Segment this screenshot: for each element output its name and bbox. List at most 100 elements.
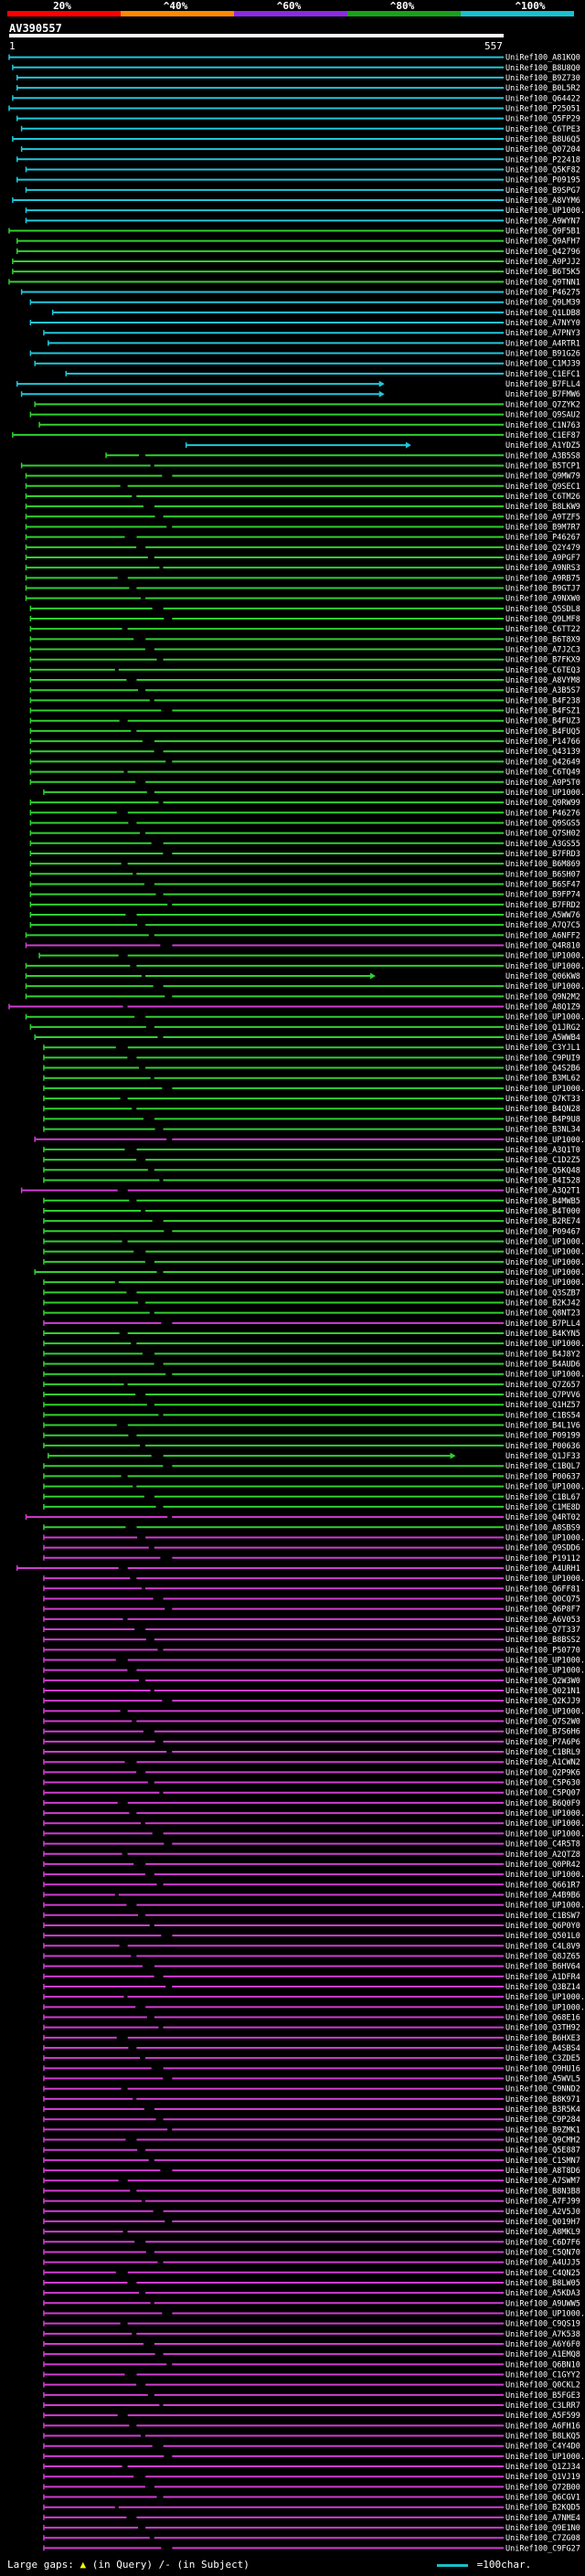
hit-label-39[interactable]: UniRef100_A3B5S8 <box>505 451 580 461</box>
hit-label-72[interactable]: UniRef100_UP1000... <box>505 789 585 798</box>
hit-label-119[interactable]: UniRef100_UP1000... <box>505 1268 585 1277</box>
hit-label-83[interactable]: UniRef100_B7FRD2 <box>505 901 580 910</box>
hit-label-147[interactable]: UniRef100_P19112 <box>505 1554 580 1564</box>
hit-label-33[interactable]: UniRef100_B7FMW6 <box>505 390 580 399</box>
hit-label-232[interactable]: UniRef100_A6FH16 <box>505 2422 580 2431</box>
hit-label-207[interactable]: UniRef100_A8T8D6 <box>505 2167 580 2176</box>
hit-label-176[interactable]: UniRef100_A2QTZ8 <box>505 1850 580 1860</box>
hit-label-196[interactable]: UniRef100_C3ZDE5 <box>505 2054 580 2063</box>
hit-label-223[interactable]: UniRef100_A7K538 <box>505 2330 580 2339</box>
hit-label-97[interactable]: UniRef100_C3YJL1 <box>505 1044 580 1053</box>
hit-label-217[interactable]: UniRef100_C4QN25 <box>505 2269 580 2278</box>
hit-label-46[interactable]: UniRef100_B9M7R7 <box>505 523 580 532</box>
hit-label-23[interactable]: UniRef100_P46275 <box>505 289 580 298</box>
hit-label-168[interactable]: UniRef100_Q2P9K6 <box>505 1768 580 1777</box>
hit-label-125[interactable]: UniRef100_B4KYN5 <box>505 1330 580 1339</box>
hit-label-82[interactable]: UniRef100_B9FP74 <box>505 891 580 900</box>
hit-label-61[interactable]: UniRef100_A8VYM8 <box>505 676 580 685</box>
hit-label-43[interactable]: UniRef100_C6TM26 <box>505 493 580 502</box>
hit-label-209[interactable]: UniRef100_B8N3B8 <box>505 2187 580 2196</box>
hit-label-1[interactable]: UniRef100_B8U8Q0 <box>505 64 580 73</box>
hit-label-228[interactable]: UniRef100_Q0CKL2 <box>505 2381 580 2390</box>
hit-label-158[interactable]: UniRef100_UP1000... <box>505 1667 585 1676</box>
hit-label-170[interactable]: UniRef100_C5PQ07 <box>505 1789 580 1798</box>
hit-label-185[interactable]: UniRef100_C4L8V9 <box>505 1942 580 1951</box>
hit-label-42[interactable]: UniRef100_Q9SEC1 <box>505 482 580 492</box>
hit-label-139[interactable]: UniRef100_P00637 <box>505 1472 580 1481</box>
hit-label-238[interactable]: UniRef100_Q72B00 <box>505 2483 580 2492</box>
hit-label-77[interactable]: UniRef100_A3GS55 <box>505 840 580 849</box>
hit-label-192[interactable]: UniRef100_Q68E16 <box>505 2014 580 2023</box>
hit-label-81[interactable]: UniRef100_B6SF47 <box>505 880 580 889</box>
hit-label-199[interactable]: UniRef100_C9NND2 <box>505 2085 580 2094</box>
hit-label-12[interactable]: UniRef100_P09195 <box>505 176 580 186</box>
hit-label-212[interactable]: UniRef100_Q019H7 <box>505 2218 580 2227</box>
hit-label-75[interactable]: UniRef100_Q9SGS5 <box>505 819 580 828</box>
hit-label-151[interactable]: UniRef100_Q0CQ75 <box>505 1595 580 1604</box>
hit-label-146[interactable]: UniRef100_Q9SDD6 <box>505 1544 580 1553</box>
hit-label-138[interactable]: UniRef100_C1BQL7 <box>505 1462 580 1471</box>
hit-label-180[interactable]: UniRef100_A4B9B6 <box>505 1891 580 1900</box>
hit-label-25[interactable]: UniRef100_Q1LDB8 <box>505 309 580 318</box>
hit-label-153[interactable]: UniRef100_A6V053 <box>505 1616 580 1625</box>
hit-label-89[interactable]: UniRef100_UP1000... <box>505 962 585 971</box>
hit-label-54[interactable]: UniRef100_Q5SDL8 <box>505 605 580 614</box>
hit-label-174[interactable]: UniRef100_UP1000... <box>505 1829 585 1839</box>
hit-label-20[interactable]: UniRef100_A9PJJ2 <box>505 258 580 267</box>
hit-label-120[interactable]: UniRef100_UP1000... <box>505 1278 585 1288</box>
hit-label-198[interactable]: UniRef100_A5WVL5 <box>505 2075 580 2084</box>
hit-label-187[interactable]: UniRef100_B6HV64 <box>505 1963 580 1972</box>
hit-label-52[interactable]: UniRef100_B9GTJ7 <box>505 585 580 594</box>
hit-label-234[interactable]: UniRef100_C4Y4D0 <box>505 2443 580 2452</box>
hit-label-70[interactable]: UniRef100_C6TQ49 <box>505 769 580 778</box>
hit-label-242[interactable]: UniRef100_Q9E1N0 <box>505 2524 580 2533</box>
hit-label-99[interactable]: UniRef100_Q4S2B6 <box>505 1065 580 1074</box>
hit-label-106[interactable]: UniRef100_UP1000... <box>505 1136 585 1145</box>
hit-label-127[interactable]: UniRef100_B4J8Y2 <box>505 1350 580 1359</box>
hit-label-13[interactable]: UniRef100_B9SPG7 <box>505 186 580 196</box>
hit-label-164[interactable]: UniRef100_B7S6H6 <box>505 1728 580 1737</box>
hit-label-128[interactable]: UniRef100_B4AUD6 <box>505 1361 580 1370</box>
hit-label-10[interactable]: UniRef100_P22418 <box>505 155 580 164</box>
hit-label-80[interactable]: UniRef100_B6SH07 <box>505 870 580 879</box>
hit-label-203[interactable]: UniRef100_B9ZMK1 <box>505 2125 580 2135</box>
hit-label-88[interactable]: UniRef100_UP1000... <box>505 952 585 961</box>
hit-label-159[interactable]: UniRef100_Q2W3W0 <box>505 1677 580 1686</box>
hit-label-78[interactable]: UniRef100_B7FRD3 <box>505 850 580 859</box>
hit-label-45[interactable]: UniRef100_A9TZF5 <box>505 513 580 522</box>
hit-label-108[interactable]: UniRef100_C1D2Z5 <box>505 1156 580 1165</box>
hit-label-175[interactable]: UniRef100_C4R5T8 <box>505 1840 580 1850</box>
hit-label-40[interactable]: UniRef100_B5TCP1 <box>505 461 580 471</box>
hit-label-214[interactable]: UniRef100_C6D7F6 <box>505 2238 580 2247</box>
hit-label-16[interactable]: UniRef100_A9WYN7 <box>505 217 580 226</box>
hit-label-66[interactable]: UniRef100_B4FUQ5 <box>505 727 580 737</box>
hit-label-136[interactable]: UniRef100_P00636 <box>505 1442 580 1451</box>
hit-label-183[interactable]: UniRef100_Q6P0Y0 <box>505 1922 580 1931</box>
hit-label-240[interactable]: UniRef100_B2KQD5 <box>505 2504 580 2513</box>
hit-label-90[interactable]: UniRef100_Q06KW8 <box>505 972 580 981</box>
hit-label-59[interactable]: UniRef100_B7FKX9 <box>505 656 580 665</box>
hit-label-155[interactable]: UniRef100_B8BSS2 <box>505 1636 580 1645</box>
hit-label-35[interactable]: UniRef100_Q9SAU2 <box>505 411 580 420</box>
hit-label-189[interactable]: UniRef100_Q3BZ14 <box>505 1983 580 1992</box>
hit-label-157[interactable]: UniRef100_UP1000... <box>505 1657 585 1666</box>
hit-label-34[interactable]: UniRef100_Q7ZYK2 <box>505 400 580 409</box>
hit-label-0[interactable]: UniRef100_A81KQ0 <box>505 54 580 63</box>
hit-label-188[interactable]: UniRef100_A1DFR4 <box>505 1973 580 1982</box>
hit-label-11[interactable]: UniRef100_Q5KF82 <box>505 165 580 175</box>
hit-label-191[interactable]: UniRef100_UP1000... <box>505 2003 585 2012</box>
hit-label-113[interactable]: UniRef100_B4T000 <box>505 1207 580 1216</box>
hit-label-182[interactable]: UniRef100_C1BSW7 <box>505 1912 580 1921</box>
hit-label-55[interactable]: UniRef100_Q9LMF8 <box>505 615 580 624</box>
hit-label-62[interactable]: UniRef100_A3B5S7 <box>505 686 580 695</box>
hit-label-213[interactable]: UniRef100_A8MKL9 <box>505 2228 580 2237</box>
hit-label-172[interactable]: UniRef100_UP1000... <box>505 1809 585 1818</box>
hit-label-197[interactable]: UniRef100_Q9HU16 <box>505 2064 580 2073</box>
hit-label-24[interactable]: UniRef100_Q9LM39 <box>505 299 580 308</box>
hit-label-8[interactable]: UniRef100_B8U6Q5 <box>505 135 580 144</box>
hit-label-26[interactable]: UniRef100_A7NYY0 <box>505 319 580 328</box>
hit-label-154[interactable]: UniRef100_Q7T337 <box>505 1626 580 1635</box>
hit-label-101[interactable]: UniRef100_UP1000... <box>505 1085 585 1094</box>
hit-label-152[interactable]: UniRef100_Q6P8F7 <box>505 1606 580 1615</box>
hit-label-124[interactable]: UniRef100_B7PLL4 <box>505 1320 580 1329</box>
